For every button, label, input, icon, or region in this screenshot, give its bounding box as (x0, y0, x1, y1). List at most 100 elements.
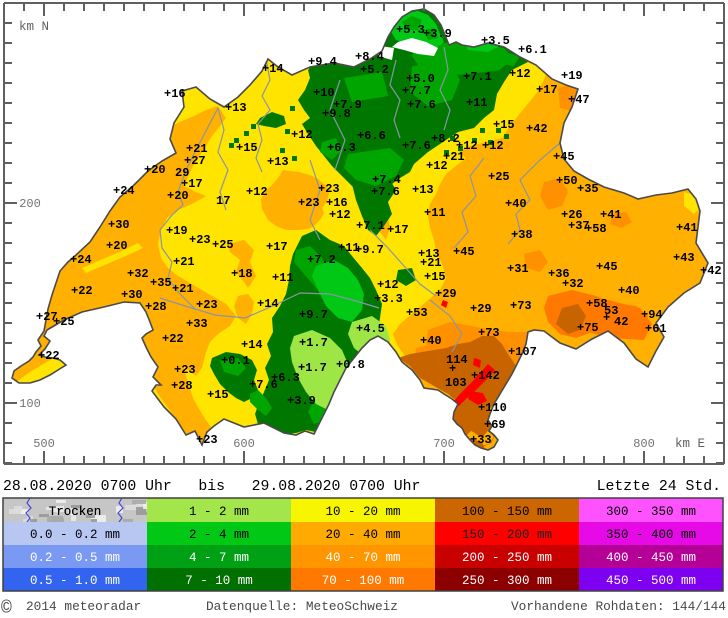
svg-text:km N: km N (19, 20, 49, 34)
svg-text:+24: +24 (113, 184, 135, 198)
svg-text:500: 500 (33, 437, 55, 451)
svg-text:+0.1: +0.1 (221, 354, 250, 368)
svg-text:+21: +21 (420, 256, 442, 270)
svg-text:+21: +21 (173, 255, 195, 269)
svg-text:+15: +15 (207, 388, 229, 402)
svg-text:100 - 150 mm: 100 - 150 mm (462, 505, 552, 519)
svg-text:+73: +73 (510, 299, 532, 313)
svg-text:200 - 250 mm: 200 - 250 mm (462, 551, 552, 565)
svg-text:+12: +12 (456, 139, 478, 153)
svg-text:+13: +13 (418, 247, 440, 261)
svg-text:+25: +25 (53, 315, 75, 329)
svg-text:7 - 10 mm: 7 - 10 mm (185, 574, 253, 588)
svg-text:29: 29 (175, 166, 189, 180)
svg-text:+7.6: +7.6 (371, 185, 400, 199)
svg-text:350 - 400 mm: 350 - 400 mm (606, 528, 696, 542)
svg-text:+7.2: +7.2 (307, 253, 336, 267)
svg-text:+6.3: +6.3 (327, 141, 356, 155)
svg-text:+11: +11 (424, 206, 446, 220)
svg-text:70 - 100 mm: 70 - 100 mm (322, 574, 405, 588)
svg-text:2 - 4 mm: 2 - 4 mm (189, 528, 249, 542)
svg-text:+25: +25 (212, 238, 234, 252)
svg-text:+7.7: +7.7 (402, 84, 431, 98)
svg-text:+9.4: +9.4 (308, 55, 337, 69)
svg-text:20 - 40 mm: 20 - 40 mm (325, 528, 400, 542)
svg-text:+37: +37 (568, 219, 590, 233)
svg-text:Datenquelle: MeteoSchweiz: Datenquelle: MeteoSchweiz (206, 599, 398, 614)
svg-text:+7.4: +7.4 (372, 173, 401, 187)
svg-text:+43: +43 (673, 251, 695, 265)
svg-text:+13: +13 (267, 155, 289, 169)
svg-text:+14: +14 (257, 297, 279, 311)
svg-text:+28: +28 (145, 300, 167, 314)
svg-text:+42: +42 (526, 122, 548, 136)
svg-text:+69: +69 (484, 418, 506, 432)
svg-text:+11: +11 (338, 241, 360, 255)
svg-text:+30: +30 (108, 218, 130, 232)
svg-text:2014 meteoradar: 2014 meteoradar (26, 599, 141, 614)
svg-text:0.5 - 1.0 mm: 0.5 - 1.0 mm (30, 574, 120, 588)
svg-text:+42: +42 (700, 264, 722, 278)
svg-text:+29: +29 (435, 287, 457, 301)
svg-text:+29: +29 (470, 302, 492, 316)
svg-text:+7.1: +7.1 (356, 219, 385, 233)
svg-text:+17: +17 (536, 83, 558, 97)
svg-text:+21: +21 (172, 282, 194, 296)
svg-text:+10: +10 (313, 86, 335, 100)
svg-text:+6.3: +6.3 (271, 371, 300, 385)
svg-text:+20: +20 (106, 239, 128, 253)
svg-text:4 - 7 mm: 4 - 7 mm (189, 551, 249, 565)
svg-text:450 - 500 mm: 450 - 500 mm (606, 574, 696, 588)
svg-text:+73: +73 (478, 326, 500, 340)
svg-text:+142: +142 (471, 369, 500, 383)
svg-text:+8.4: +8.4 (355, 50, 384, 64)
svg-text:+14: +14 (262, 62, 284, 76)
svg-text:+33: +33 (470, 433, 492, 447)
svg-text:+31: +31 (507, 262, 529, 276)
svg-text:+32: +32 (127, 267, 149, 281)
svg-text:+107: +107 (508, 345, 537, 359)
svg-text:+45: +45 (453, 245, 475, 259)
svg-text:+12: +12 (509, 67, 531, 81)
svg-text:1 - 2 mm: 1 - 2 mm (189, 505, 249, 519)
svg-text:+24: +24 (70, 253, 92, 267)
svg-text:+20: +20 (144, 163, 166, 177)
svg-text:+28: +28 (171, 379, 193, 393)
svg-text:+41: +41 (600, 208, 622, 222)
svg-text:+14: +14 (241, 338, 263, 352)
svg-text:+33: +33 (186, 317, 208, 331)
svg-text:+5.2: +5.2 (360, 63, 389, 77)
svg-text:114: 114 (446, 353, 468, 367)
svg-text:+22: +22 (162, 332, 184, 346)
svg-text:+13: +13 (225, 101, 247, 115)
svg-text:+9.8: +9.8 (322, 107, 351, 121)
svg-text:+9.7: +9.7 (299, 308, 328, 322)
svg-text:+1.7: +1.7 (298, 361, 327, 375)
svg-text:Letzte 24 Std.: Letzte 24 Std. (597, 479, 721, 495)
svg-text:+45: +45 (553, 150, 575, 164)
svg-text:+3.3: +3.3 (374, 292, 403, 306)
svg-text:+15: +15 (424, 270, 446, 284)
svg-text:53: 53 (604, 304, 618, 318)
svg-text:100: 100 (19, 397, 41, 411)
svg-text:10 - 20 mm: 10 - 20 mm (325, 505, 400, 519)
svg-text:+3.9: +3.9 (423, 27, 452, 41)
svg-text:+7.6: +7.6 (407, 98, 436, 112)
svg-text:+47: +47 (568, 93, 590, 107)
svg-text:+75: +75 (577, 321, 599, 335)
svg-text:28.08.2020 0700 Uhr bis 29: 28.08.2020 0700 Uhr bis 29.08.2020 0700 … (3, 479, 420, 495)
svg-text:200: 200 (19, 197, 41, 211)
svg-text:+12: +12 (329, 208, 351, 222)
svg-text:0.0 - 0.2 mm: 0.0 - 0.2 mm (30, 528, 120, 542)
svg-text:+21: +21 (186, 142, 208, 156)
svg-text:+11: +11 (272, 271, 294, 285)
svg-text:Trocken: Trocken (49, 505, 102, 519)
svg-text:+58: +58 (586, 297, 608, 311)
svg-text:250 - 300 mm: 250 - 300 mm (462, 574, 552, 588)
svg-text:+15: +15 (236, 141, 258, 155)
svg-text:+23: +23 (196, 433, 218, 447)
svg-text:+15: +15 (493, 118, 515, 132)
svg-text:+21: +21 (443, 150, 465, 164)
svg-text:+6.1: +6.1 (518, 43, 547, 57)
svg-text:40 - 70 mm: 40 - 70 mm (325, 551, 400, 565)
